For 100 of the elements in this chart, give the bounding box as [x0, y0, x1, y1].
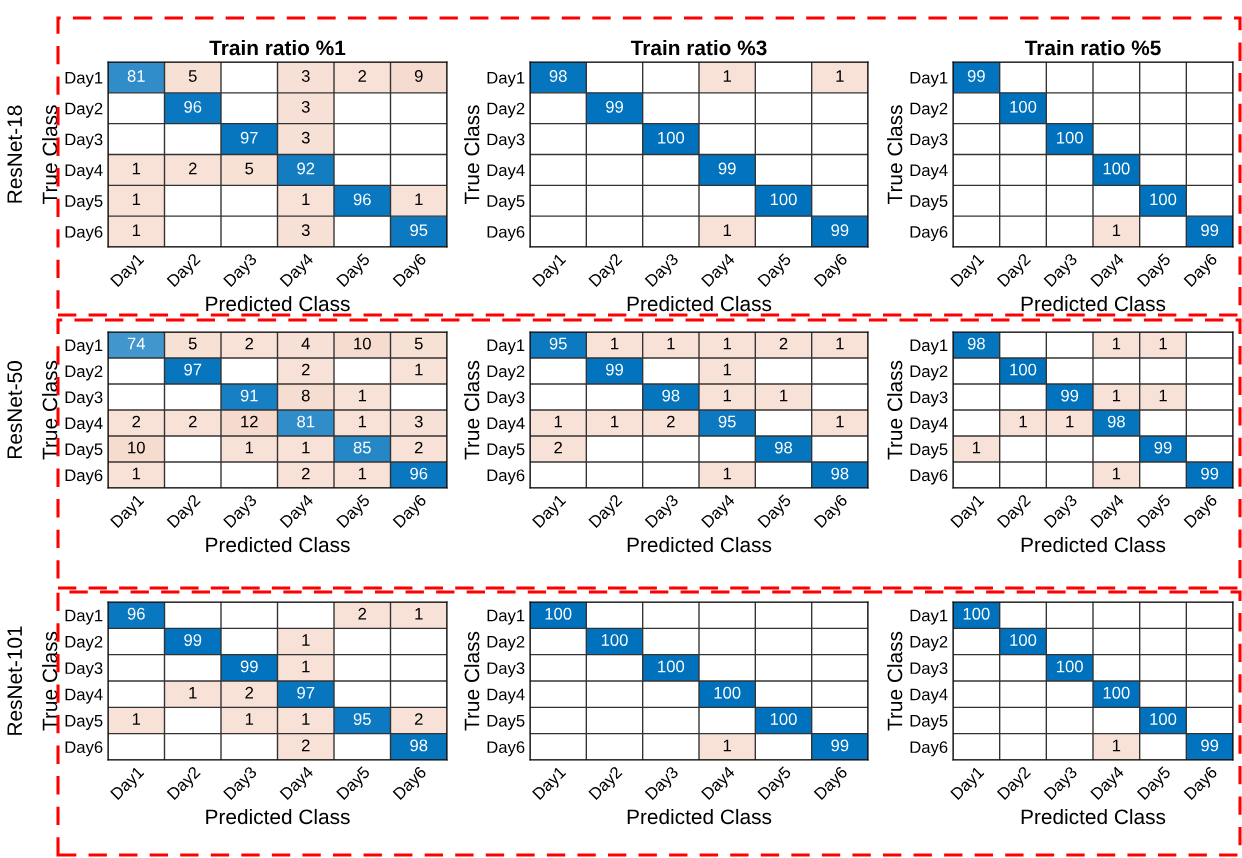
data-label: 99 — [718, 162, 736, 175]
y-tick-label: Day1 — [910, 71, 948, 87]
data-label: 95 — [353, 713, 371, 725]
y-tick-label: Day1 — [487, 339, 525, 355]
data-label: 98 — [410, 739, 428, 752]
data-label: 1 — [836, 70, 844, 82]
data-label: 95 — [410, 224, 428, 237]
data-label: 1 — [189, 687, 197, 699]
text: ResNet-50 — [7, 361, 23, 459]
y-tick-label: Day6 — [910, 741, 948, 757]
y-axis-title: True Class — [464, 360, 480, 460]
data-label: 100 — [545, 607, 572, 620]
data-label: 1 — [245, 441, 254, 454]
y-axis-title: True Class — [42, 360, 58, 460]
x-axis-title: Predicted Class — [1021, 536, 1166, 553]
data-label: 100 — [1150, 193, 1177, 206]
data-label: 100 — [1103, 686, 1130, 699]
data-label: 1 — [302, 634, 310, 646]
data-label: 2 — [358, 70, 367, 82]
y-tick-label: Day6 — [910, 469, 948, 485]
y-tick-label: Day2 — [487, 102, 525, 118]
data-label: 2 — [301, 467, 310, 480]
data-label: 2 — [667, 415, 675, 428]
data-label: 99 — [240, 660, 258, 673]
data-label: 100 — [1010, 634, 1037, 646]
chart-title: Train ratio %3 — [630, 39, 767, 56]
y-tick-label: Day3 — [487, 662, 525, 678]
data-label: 1 — [302, 660, 310, 673]
y-tick-label: Day3 — [65, 662, 103, 678]
data-label: 1 — [667, 337, 675, 350]
x-axis-title: Predicted Class — [1021, 808, 1166, 825]
data-label: 100 — [770, 713, 797, 725]
data-label: 1 — [1112, 467, 1121, 480]
data-label: 98 — [967, 337, 985, 350]
data-label: 1 — [723, 467, 731, 480]
data-label: 2 — [779, 337, 788, 350]
y-tick-label: Day4 — [910, 164, 948, 180]
data-label: 2 — [245, 337, 254, 350]
text: ResNet-18 — [7, 105, 23, 203]
chart-title: Train ratio %1 — [209, 39, 346, 56]
data-label: 100 — [1150, 713, 1177, 725]
data-label: 98 — [662, 389, 680, 402]
y-tick-label: Day6 — [910, 225, 948, 242]
data-label: 1 — [723, 739, 731, 752]
y-tick-label: Day5 — [910, 443, 948, 459]
y-axis-title: True Class — [42, 105, 58, 204]
data-label: 1 — [1112, 389, 1121, 402]
data-label: 1 — [415, 608, 423, 620]
data-label: 85 — [353, 441, 371, 454]
data-label: 100 — [1057, 660, 1083, 673]
y-tick-label: Day3 — [65, 391, 103, 407]
data-label: 100 — [963, 607, 990, 620]
y-tick-label: Day6 — [65, 469, 103, 485]
y-tick-label: Day6 — [65, 225, 103, 242]
data-label: 99 — [1201, 739, 1219, 752]
data-label: 97 — [240, 131, 258, 144]
y-tick-label: Day2 — [65, 635, 103, 651]
data-label: 98 — [831, 467, 849, 480]
data-label: 5 — [188, 70, 197, 82]
data-label: 1 — [132, 162, 141, 175]
data-label: 1 — [1112, 337, 1121, 350]
data-label: 100 — [601, 634, 628, 646]
y-tick-label: Day5 — [487, 715, 525, 730]
data-label: 95 — [718, 415, 736, 428]
y-tick-label: Day2 — [910, 102, 948, 118]
y-tick-label: Day4 — [910, 417, 948, 433]
data-label: 5 — [188, 337, 197, 350]
y-tick-label: Day1 — [487, 609, 525, 625]
data-label: 5 — [414, 337, 423, 350]
y-tick-label: Day5 — [487, 195, 525, 211]
data-label: 2 — [188, 415, 197, 428]
data-label: 1 — [132, 193, 141, 206]
y-tick-label: Day6 — [65, 741, 103, 757]
y-axis-title: True Class — [42, 631, 58, 731]
x-axis-title: Predicted Class — [627, 536, 772, 553]
data-label: 96 — [410, 467, 428, 480]
data-label: 1 — [1112, 739, 1121, 752]
data-label: 1 — [723, 363, 731, 376]
data-label: 1 — [132, 713, 141, 725]
y-axis-title: True Class — [887, 105, 903, 204]
data-label: 1 — [1159, 389, 1167, 402]
y-tick-label: Day4 — [65, 688, 103, 704]
data-label: 98 — [775, 441, 793, 454]
data-label: 1 — [723, 389, 731, 402]
x-axis-title: Predicted Class — [206, 536, 350, 553]
data-label: 1 — [415, 193, 423, 206]
data-label: 2 — [414, 713, 423, 725]
y-tick-label: Day3 — [910, 391, 948, 407]
data-label: 4 — [301, 337, 310, 350]
data-label: 97 — [184, 363, 202, 376]
data-label: 98 — [549, 70, 567, 82]
y-tick-label: Day2 — [487, 635, 525, 651]
y-tick-label: Day3 — [910, 662, 948, 678]
data-label: 1 — [836, 337, 844, 350]
y-axis-title: True Class — [464, 631, 480, 731]
y-tick-label: Day4 — [910, 688, 948, 704]
y-tick-label: Day2 — [65, 102, 103, 118]
data-label: 99 — [606, 363, 623, 376]
data-label: 3 — [301, 100, 310, 113]
data-label: 98 — [1107, 415, 1125, 428]
